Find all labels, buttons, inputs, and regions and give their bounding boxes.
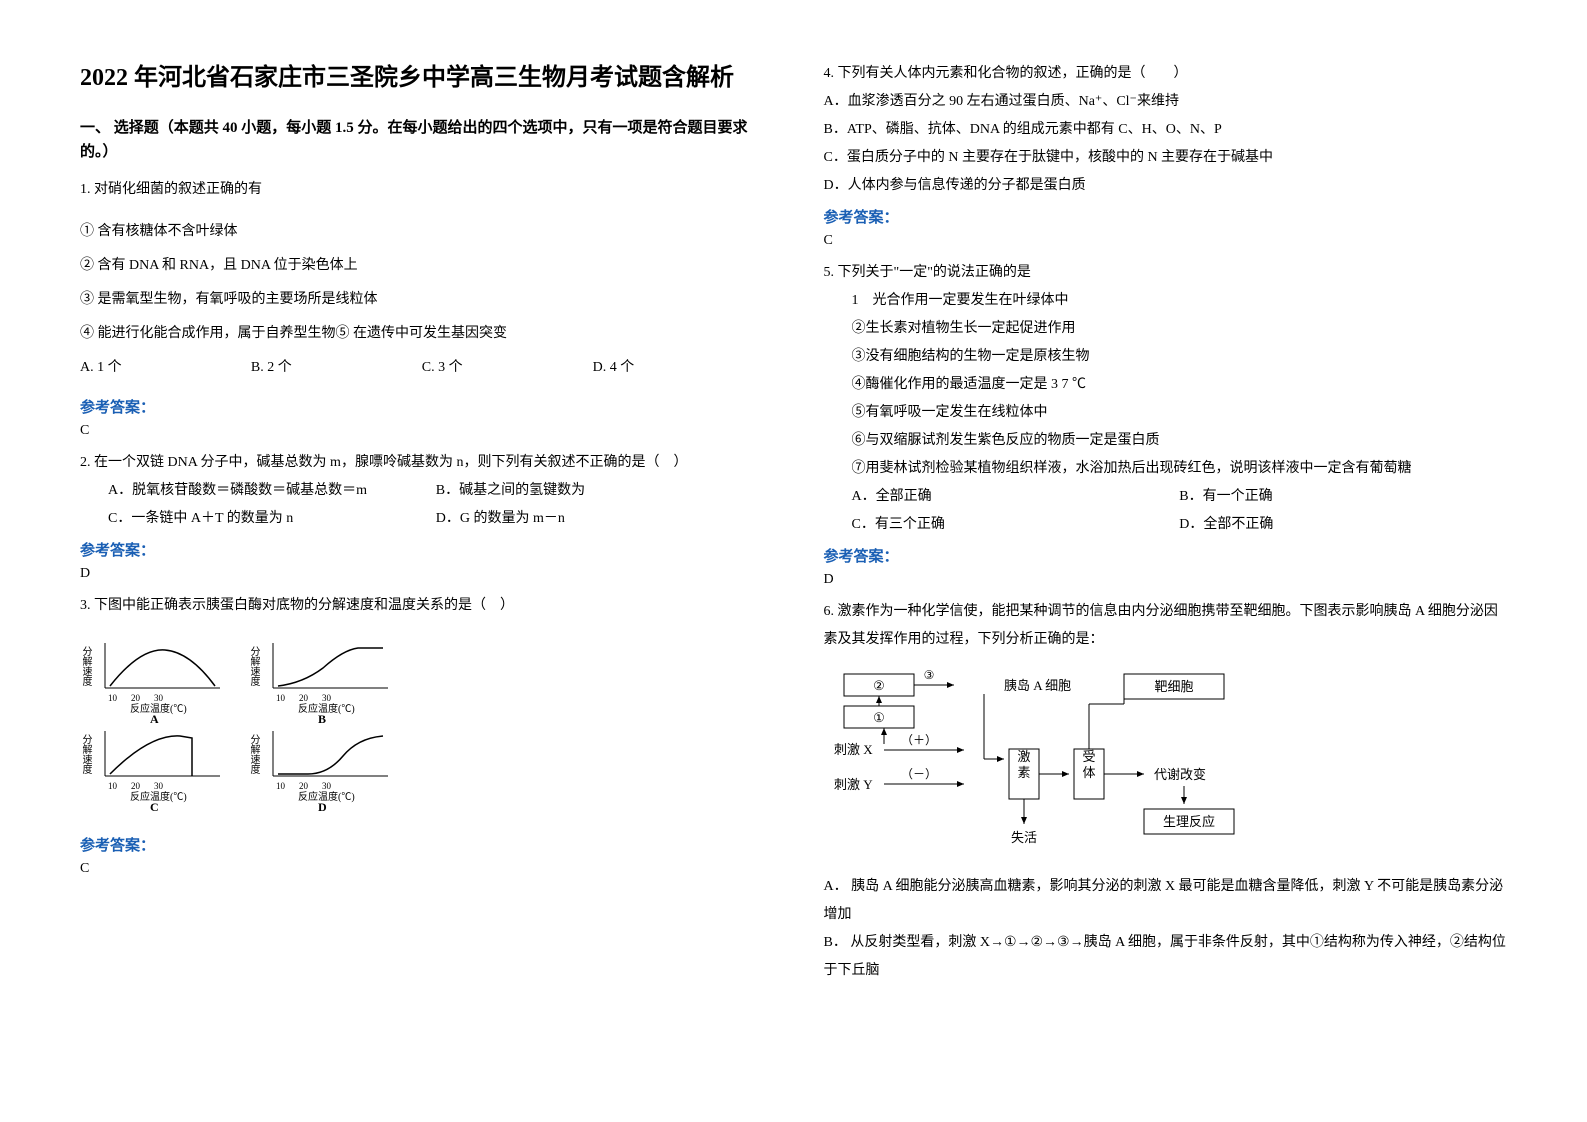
q4-answer: C bbox=[824, 233, 1508, 249]
chart-b-letter: B bbox=[318, 712, 326, 727]
q1-opt-c: C. 3 个 bbox=[422, 354, 593, 382]
q5-opt-b: B．有一个正确 bbox=[1179, 483, 1507, 511]
chart-c: 分解速度 10 20 30 反应温度(℃) C bbox=[80, 726, 230, 801]
svg-text:生理反应: 生理反应 bbox=[1162, 814, 1214, 829]
svg-text:代谢改变: 代谢改变 bbox=[1154, 767, 1206, 782]
svg-text:靶细胞: 靶细胞 bbox=[1154, 679, 1193, 694]
q5-opt-d: D．全部不正确 bbox=[1179, 511, 1507, 539]
chart-d-ylabel: 分解速度 bbox=[246, 734, 261, 774]
q6-diagram: ② ③ 胰岛 A 细胞 ① 刺激 X （＋） 刺激 Y （－） 激素 bbox=[824, 664, 1508, 859]
q4-opt-d: D．人体内参与信息传递的分子都是蛋白质 bbox=[824, 172, 1508, 200]
q3-charts: 分解速度 10 20 30 反应温度(℃) A 分解速度 10 bbox=[80, 638, 764, 806]
q1-opt-d: D. 4 个 bbox=[593, 354, 764, 382]
svg-text:（－）: （－） bbox=[900, 767, 936, 781]
chart-a-ylabel: 分解速度 bbox=[78, 646, 93, 686]
chart-b-ylabel: 分解速度 bbox=[246, 646, 261, 686]
svg-text:激素: 激素 bbox=[1017, 749, 1030, 780]
q2-opt-d: D．G 的数量为 m－n bbox=[436, 505, 764, 533]
q2-opts-row2: C．一条链中 A＋T 的数量为 n D．G 的数量为 m－n bbox=[80, 505, 764, 533]
q5-item-5: ⑤有氧呼吸一定发生在线粒体中 bbox=[852, 399, 1508, 427]
q1-opt-b: B. 2 个 bbox=[251, 354, 422, 382]
svg-text:受体: 受体 bbox=[1082, 749, 1095, 780]
q1-item-4: ④ 能进行化能合成作用，属于自养型生物⑤ 在遗传中可发生基因突变 bbox=[80, 320, 764, 348]
q5-opts-row2: C．有三个正确 D．全部不正确 bbox=[852, 511, 1508, 539]
svg-text:③: ③ bbox=[923, 668, 934, 682]
exam-title: 2022 年河北省石家庄市三圣院乡中学高三生物月考试题含解析 bbox=[80, 60, 764, 96]
q6-opt-a: A． 胰岛 A 细胞能分泌胰高血糖素，影响其分泌的刺激 X 最可能是血糖含量降低… bbox=[824, 873, 1508, 929]
q2-opt-c: C．一条链中 A＋T 的数量为 n bbox=[108, 505, 436, 533]
q5-item-2: ②生长素对植物生长一定起促进作用 bbox=[852, 315, 1508, 343]
svg-text:刺激 Y: 刺激 Y bbox=[834, 777, 873, 792]
svg-text:胰岛 A 细胞: 胰岛 A 细胞 bbox=[1004, 678, 1071, 693]
svg-text:（＋）: （＋） bbox=[900, 733, 936, 747]
q1-item-2: ② 含有 DNA 和 RNA，且 DNA 位于染色体上 bbox=[80, 252, 764, 280]
q5-opts-row1: A．全部正确 B．有一个正确 bbox=[852, 483, 1508, 511]
svg-text:①: ① bbox=[873, 710, 885, 725]
q5-opt-c: C．有三个正确 bbox=[852, 511, 1180, 539]
q5-item-6: ⑥与双缩脲试剂发生紫色反应的物质一定是蛋白质 bbox=[852, 427, 1508, 455]
q5-item-4: ④酶催化作用的最适温度一定是 3 7 ℃ bbox=[852, 371, 1508, 399]
q2-answer-label: 参考答案： bbox=[80, 539, 764, 560]
q2-opt-b: B．碱基之间的氢键数为 bbox=[436, 477, 764, 505]
q2-opts-row1: A．脱氧核苷酸数＝磷酸数＝碱基总数＝m B．碱基之间的氢键数为 bbox=[80, 477, 764, 505]
q1-opt-a: A. 1 个 bbox=[80, 354, 251, 382]
q5-items: 1 光合作用一定要发生在叶绿体中 ②生长素对植物生长一定起促进作用 ③没有细胞结… bbox=[824, 287, 1508, 539]
q4-opt-b: B．ATP、磷脂、抗体、DNA 的组成元素中都有 C、H、O、N、P bbox=[824, 116, 1508, 144]
q2-answer: D bbox=[80, 566, 764, 582]
chart-b-xlabel: 反应温度(℃) bbox=[298, 700, 355, 715]
chart-d-letter: D bbox=[318, 800, 327, 815]
q5-item-3: ③没有细胞结构的生物一定是原核生物 bbox=[852, 343, 1508, 371]
q1-item-3: ③ 是需氧型生物，有氧呼吸的主要场所是线粒体 bbox=[80, 286, 764, 314]
q5-stem: 5. 下列关于"一定"的说法正确的是 bbox=[824, 259, 1508, 287]
left-column: 2022 年河北省石家庄市三圣院乡中学高三生物月考试题含解析 一、 选择题（本题… bbox=[80, 60, 764, 1062]
q4-answer-label: 参考答案： bbox=[824, 206, 1508, 227]
chart-c-letter: C bbox=[150, 800, 159, 815]
q3-answer: C bbox=[80, 861, 764, 877]
svg-text:②: ② bbox=[873, 678, 885, 693]
q3-answer-label: 参考答案： bbox=[80, 834, 764, 855]
q4-opt-c: C．蛋白质分子中的 N 主要存在于肽键中，核酸中的 N 主要存在于碱基中 bbox=[824, 144, 1508, 172]
chart-a: 分解速度 10 20 30 反应温度(℃) A bbox=[80, 638, 230, 713]
q6-opt-b: B． 从反射类型看，刺激 X→①→②→③→胰岛 A 细胞，属于非条件反射，其中①… bbox=[824, 929, 1508, 985]
q2-opt-a: A．脱氧核苷酸数＝磷酸数＝碱基总数＝m bbox=[108, 477, 436, 505]
chart-a-letter: A bbox=[150, 712, 159, 727]
q5-opt-a: A．全部正确 bbox=[852, 483, 1180, 511]
svg-text:失活: 失活 bbox=[1010, 830, 1036, 845]
q4-stem: 4. 下列有关人体内元素和化合物的叙述，正确的是（ ） bbox=[824, 60, 1508, 88]
chart-d: 分解速度 10 20 30 反应温度(℃) D bbox=[248, 726, 398, 801]
q4-opt-a: A．血浆渗透百分之 90 左右通过蛋白质、Na⁺、Cl⁻来维持 bbox=[824, 88, 1508, 116]
q5-answer-label: 参考答案： bbox=[824, 545, 1508, 566]
section-1-header: 一、 选择题（本题共 40 小题，每小题 1.5 分。在每小题给出的四个选项中，… bbox=[80, 116, 764, 164]
q3-stem: 3. 下图中能正确表示胰蛋白酶对底物的分解速度和温度关系的是（ ） bbox=[80, 592, 764, 620]
q1-item-1: ① 含有核糖体不含叶绿体 bbox=[80, 218, 764, 246]
svg-text:刺激 X: 刺激 X bbox=[834, 742, 873, 757]
q5-item-7: ⑦用斐林试剂检验某植物组织样液，水浴加热后出现砖红色，说明该样液中一定含有葡萄糖 bbox=[852, 455, 1508, 483]
chart-b: 分解速度 10 20 30 反应温度(℃) B bbox=[248, 638, 398, 713]
q5-item-1: 1 光合作用一定要发生在叶绿体中 bbox=[852, 287, 1508, 315]
q1-answer: C bbox=[80, 423, 764, 439]
q2-stem: 2. 在一个双链 DNA 分子中，碱基总数为 m，腺嘌呤碱基数为 n，则下列有关… bbox=[80, 449, 764, 477]
q1-stem: 1. 对硝化细菌的叙述正确的有 bbox=[80, 176, 764, 204]
q5-answer: D bbox=[824, 572, 1508, 588]
chart-c-ylabel: 分解速度 bbox=[78, 734, 93, 774]
q6-stem: 6. 激素作为一种化学信使，能把某种调节的信息由内分泌细胞携带至靶细胞。下图表示… bbox=[824, 598, 1508, 654]
right-column: 4. 下列有关人体内元素和化合物的叙述，正确的是（ ） A．血浆渗透百分之 90… bbox=[824, 60, 1508, 1062]
q1-options: A. 1 个 B. 2 个 C. 3 个 D. 4 个 bbox=[80, 354, 764, 382]
q1-answer-label: 参考答案： bbox=[80, 396, 764, 417]
